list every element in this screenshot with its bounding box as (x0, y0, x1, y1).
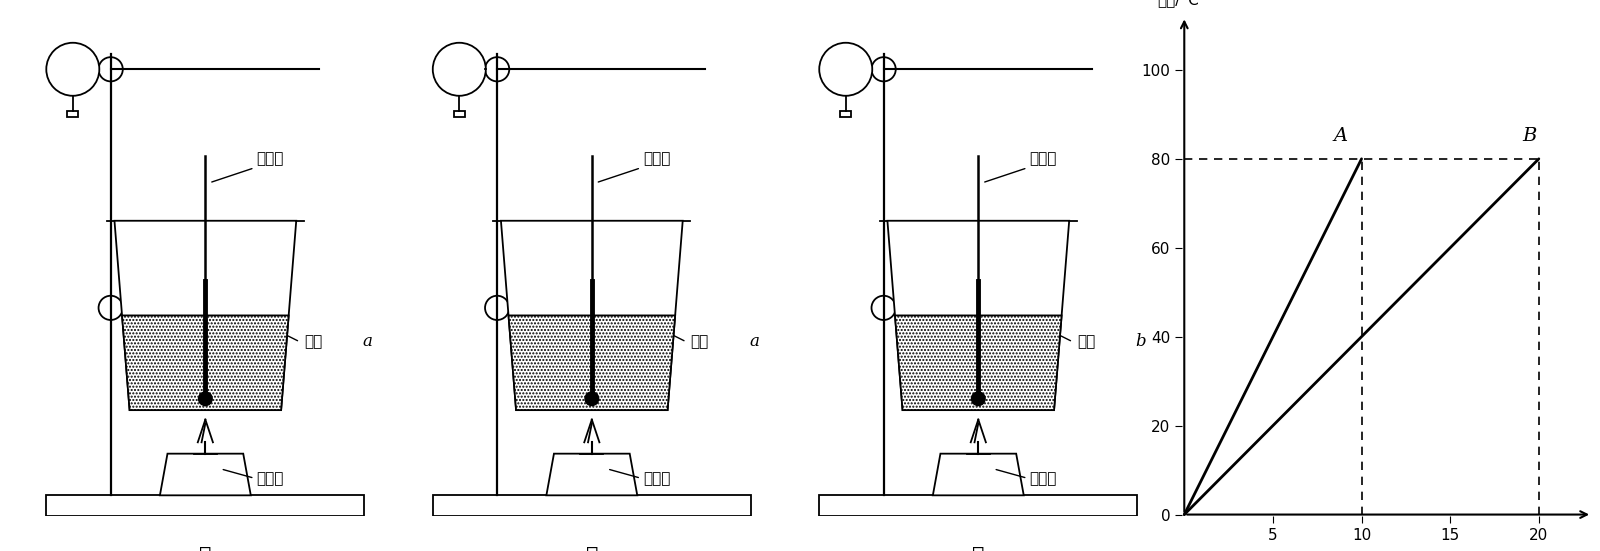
Circle shape (46, 43, 99, 96)
Circle shape (485, 296, 509, 320)
Text: 燃料１: 燃料１ (1029, 471, 1058, 486)
Text: b: b (1136, 333, 1146, 350)
Text: 甲: 甲 (198, 547, 211, 551)
Text: 温度/°C: 温度/°C (1158, 0, 1200, 8)
Text: a: a (749, 333, 758, 350)
Text: 温度计: 温度计 (643, 151, 670, 166)
Text: 液体: 液体 (690, 334, 709, 349)
Circle shape (99, 57, 123, 82)
Text: 燃料２: 燃料２ (643, 471, 670, 486)
Text: 燃料１: 燃料１ (256, 471, 283, 486)
Circle shape (872, 296, 896, 320)
Polygon shape (819, 495, 1138, 516)
Text: B: B (1523, 127, 1538, 145)
Polygon shape (160, 453, 251, 495)
Circle shape (485, 57, 509, 82)
Polygon shape (122, 315, 288, 410)
Circle shape (872, 57, 896, 82)
Bar (840, 111, 851, 117)
Polygon shape (509, 315, 675, 410)
Bar (67, 111, 78, 117)
Polygon shape (888, 221, 1069, 410)
Circle shape (198, 392, 213, 406)
Text: 液体: 液体 (304, 334, 322, 349)
Polygon shape (933, 453, 1024, 495)
Polygon shape (501, 221, 683, 410)
Text: 液体: 液体 (1077, 334, 1094, 349)
Text: 丙: 丙 (973, 547, 984, 551)
Polygon shape (46, 495, 365, 516)
Polygon shape (894, 315, 1062, 410)
Text: 温度计: 温度计 (1029, 151, 1058, 166)
Bar (453, 111, 466, 117)
Circle shape (432, 43, 486, 96)
Polygon shape (546, 453, 637, 495)
Text: a: a (363, 333, 373, 350)
Circle shape (819, 43, 872, 96)
Polygon shape (432, 495, 750, 516)
Circle shape (99, 296, 123, 320)
Text: 乙: 乙 (586, 547, 598, 551)
Circle shape (586, 392, 598, 406)
Text: 温度计: 温度计 (256, 151, 283, 166)
Circle shape (971, 392, 986, 406)
Text: A: A (1333, 127, 1347, 145)
Polygon shape (115, 221, 296, 410)
